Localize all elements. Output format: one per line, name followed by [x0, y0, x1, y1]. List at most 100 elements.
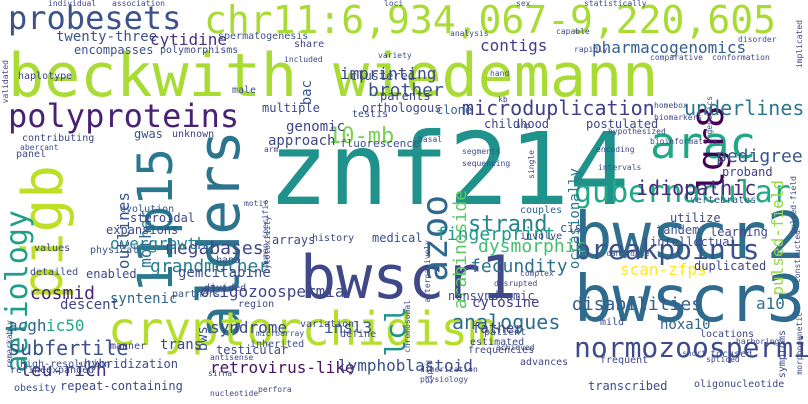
cloud-word: loci [384, 0, 404, 8]
cloud-word: share [294, 39, 325, 50]
cloud-word: testis [352, 109, 389, 120]
cloud-word: frequent [600, 355, 649, 366]
cloud-word: tandem [656, 223, 700, 237]
cloud-word: syntenic [110, 291, 178, 307]
cloud-word: approach [268, 133, 336, 149]
cloud-word: variety [378, 51, 412, 60]
cloud-word: strand [468, 212, 548, 237]
cloud-word: homebox [654, 101, 688, 110]
cloud-word: evolution [120, 204, 175, 215]
cloud-word: duplicated [694, 259, 767, 273]
cloud-word: perfora [258, 385, 292, 394]
cloud-word: single [527, 150, 536, 179]
cloud-word: beckwith wiedemann [8, 41, 659, 111]
cloud-word: utilize [670, 211, 721, 225]
cloud-word: unknown [172, 129, 215, 140]
cloud-word: megabases [166, 238, 264, 259]
cloud-word: complex [520, 269, 554, 278]
cloud-word: transcribed [588, 379, 668, 393]
cloud-word: learning [710, 225, 768, 239]
cloud-word: manner [110, 341, 147, 352]
cloud-word: disorder [738, 35, 777, 44]
cloud-word: mild [600, 317, 625, 328]
cloud-word: brother [368, 80, 444, 101]
cloud-word: kb [498, 95, 508, 104]
cloud-word: bws [195, 326, 211, 352]
cloud-word: lymphoblastoid [338, 356, 473, 375]
cloud-word: motif [244, 199, 269, 208]
cloud-word: clone [436, 103, 473, 117]
cloud-word: male [232, 85, 257, 96]
cloud-word: refined [10, 365, 53, 376]
cloud-word: imprinting [340, 64, 437, 83]
cloud-word: medical [372, 231, 423, 245]
cloud-word: basal [418, 135, 443, 144]
cloud-word: alternatively [423, 240, 432, 303]
cloud-word: contigs [480, 36, 548, 55]
cloud-word: polymorphisms [160, 45, 239, 56]
cloud-word: orthologous [362, 101, 442, 115]
cloud-word: arm [264, 145, 279, 154]
cloud-word: leu-rich [20, 360, 107, 381]
cloud-word: microarray [256, 329, 305, 338]
cloud-word: detailed [30, 267, 79, 278]
cloud-word: sirna [208, 369, 233, 378]
cloud-word: pulsed-field [768, 180, 787, 296]
cloud-word: multiple [262, 101, 320, 115]
cloud-word: chr11:6,934,067-9,220,605 [204, 0, 776, 42]
cloud-word: validated [1, 60, 10, 104]
cloud-word: gubernacular [574, 175, 791, 210]
cloud-word: capable [556, 27, 590, 36]
cloud-word: locations [700, 329, 755, 340]
cloud-word: focused [710, 349, 753, 360]
cloud-word: advances [520, 357, 569, 368]
cloud-word: occasionally [567, 168, 583, 270]
cloud-word: acgh [8, 316, 47, 335]
cloud-word: bioinformatics [650, 137, 718, 146]
cloud-word: physical [90, 245, 139, 256]
cloud-word: expansions [106, 223, 179, 237]
cloud-word: implicated [795, 20, 804, 69]
cloud-word: spliced [706, 355, 740, 364]
cloud-word: cryptorchidism [108, 302, 496, 356]
cloud-word: descent [60, 297, 120, 313]
cloud-word: parents [380, 89, 431, 103]
cloud-word: band [216, 255, 241, 266]
cloud-word: inherited [250, 339, 305, 350]
cloud-word: oligonucleotide [694, 379, 785, 390]
cloud-word: clustered [350, 69, 416, 83]
cloud-word: ic50 [46, 316, 85, 335]
cloud-word: steroidal [130, 211, 196, 225]
cloud-word: variation [300, 319, 355, 330]
cloud-word: underlines [684, 96, 805, 120]
cloud-word: cis [560, 221, 582, 235]
cloud-word: genetics [705, 96, 714, 135]
cloud-word: hoxa10 [660, 317, 711, 333]
cloud-word: remarkably [5, 320, 14, 369]
cloud-word: cytidine [150, 30, 228, 49]
cloud-word: pedigree [716, 146, 803, 167]
cloud-word: frequencies [468, 345, 535, 356]
cloud-word: rapidly [574, 45, 608, 54]
cloud-word: hypothesized [608, 127, 666, 136]
cloud-word: enabled [86, 267, 137, 281]
cloud-word: obesity [14, 383, 57, 394]
cloud-word: lipid [425, 360, 434, 385]
cloud-word: region [238, 299, 275, 310]
cloud-word: twenty-three [56, 29, 158, 45]
cloud-word: scan-zfps [620, 260, 707, 279]
cloud-word: snp [516, 121, 531, 130]
cloud-word: breakpoints [574, 233, 760, 266]
cloud-word: analogues [452, 310, 561, 334]
cloud-word: high-resolution [20, 359, 111, 370]
cloud-word: arac [650, 118, 756, 169]
cloud-word: patient [484, 327, 527, 338]
cloud-word: genomic [286, 119, 346, 135]
cloud-word: fecundity [470, 256, 568, 277]
cloud-word: father [472, 321, 523, 337]
cloud-word: testicular [216, 343, 289, 357]
cloud-word: sequencing [462, 159, 511, 168]
cloud-word: idiopathic [636, 176, 757, 200]
cloud-word: nonsyndromic [448, 289, 535, 303]
cloud-word: achieved [496, 343, 535, 352]
